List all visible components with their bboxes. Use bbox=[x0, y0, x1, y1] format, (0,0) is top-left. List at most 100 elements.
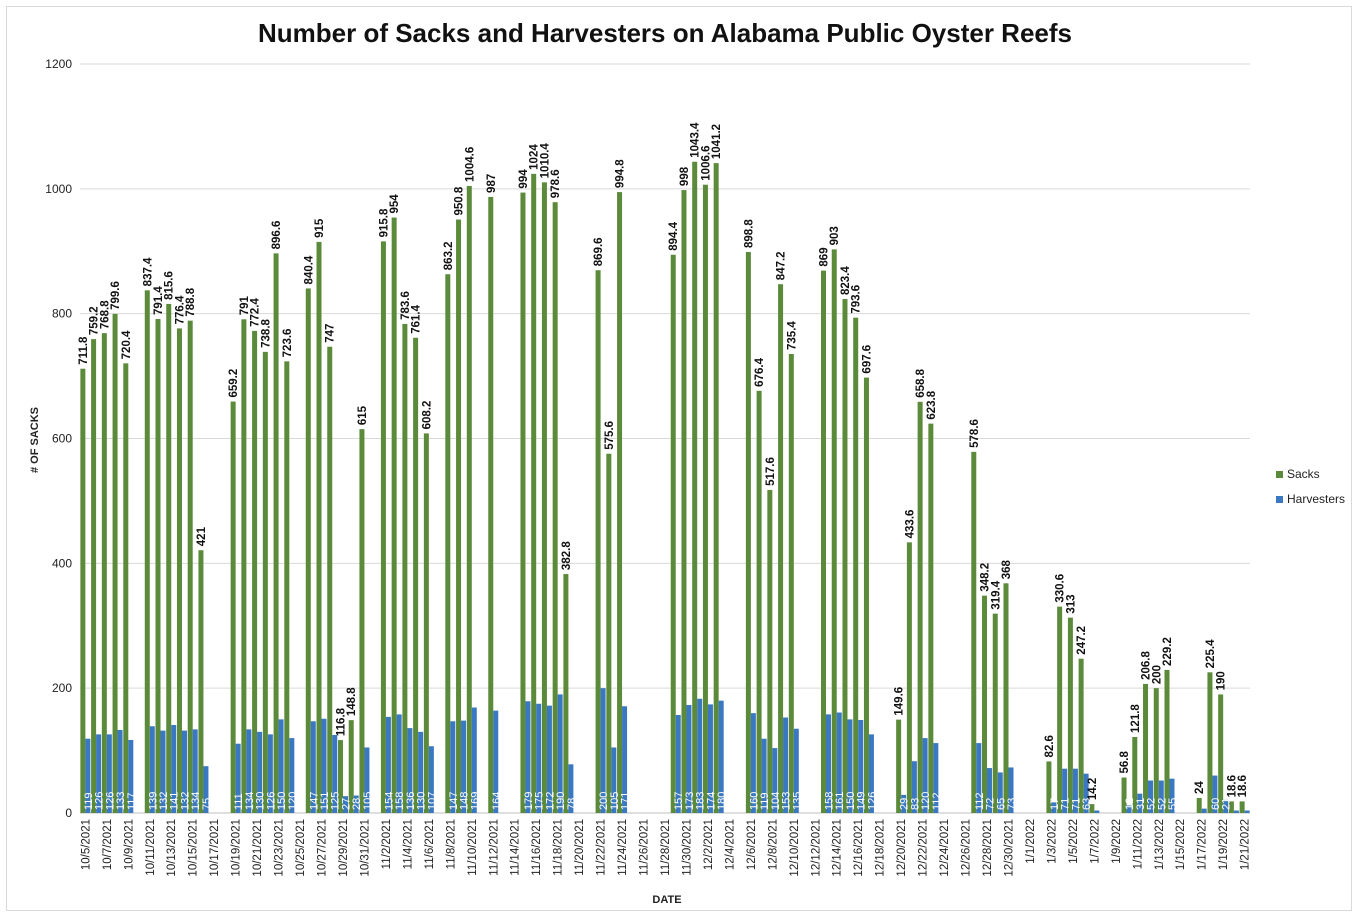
bar-sacks bbox=[1078, 658, 1084, 813]
value-label-sacks: 747 bbox=[325, 324, 337, 343]
x-tick-label: 12/6/2021 bbox=[746, 819, 758, 870]
bar-harvesters bbox=[1051, 802, 1057, 813]
bar-sacks bbox=[1228, 801, 1234, 813]
x-tick-label: 11/30/2021 bbox=[681, 819, 693, 876]
bar-sacks bbox=[423, 433, 429, 813]
bar-sacks bbox=[1196, 798, 1202, 813]
value-label-sacks: 840.4 bbox=[303, 255, 315, 284]
x-tick-label: 12/22/2021 bbox=[918, 819, 930, 877]
legend-item-sacks: Sacks bbox=[1276, 467, 1320, 481]
legend-label-sacks: Sacks bbox=[1287, 467, 1320, 481]
x-tick-label: 1/3/2022 bbox=[1046, 819, 1058, 864]
value-label-harvesters: 17 bbox=[1049, 798, 1061, 810]
bar-harvesters bbox=[1223, 799, 1229, 813]
bar-sacks bbox=[80, 368, 86, 813]
bar-harvesters bbox=[858, 719, 864, 813]
bar-harvesters bbox=[1008, 767, 1014, 813]
value-label-harvesters: 120 bbox=[287, 792, 299, 810]
value-label-sacks: 759.2 bbox=[89, 306, 101, 335]
bar-harvesters bbox=[611, 747, 617, 813]
bar-harvesters bbox=[396, 714, 402, 813]
bar-harvesters bbox=[557, 694, 563, 813]
value-label-sacks: 225.4 bbox=[1205, 639, 1217, 668]
bar-harvesters bbox=[289, 738, 295, 813]
bar-harvesters bbox=[181, 730, 187, 813]
value-label-sacks: 1041.2 bbox=[711, 124, 723, 159]
value-label-sacks: 623.8 bbox=[926, 390, 938, 419]
bar-harvesters bbox=[257, 731, 263, 813]
value-label-harvesters: 125 bbox=[330, 792, 342, 810]
value-label-harvesters: 119 bbox=[759, 792, 771, 810]
bar-sacks bbox=[767, 489, 773, 813]
value-label-sacks: 247.2 bbox=[1076, 626, 1088, 655]
value-label-sacks: 898.8 bbox=[743, 219, 755, 248]
bar-harvesters bbox=[1083, 773, 1089, 813]
x-tick-label: 11/14/2021 bbox=[510, 819, 522, 876]
x-tick-label: 1/9/2022 bbox=[1111, 819, 1123, 864]
bar-harvesters bbox=[235, 743, 241, 813]
bar-harvesters bbox=[536, 703, 542, 813]
value-label-sacks: 368 bbox=[1001, 560, 1013, 580]
value-label-sacks: 793.6 bbox=[851, 285, 863, 314]
x-tick-label: 1/13/2022 bbox=[1154, 819, 1166, 870]
value-label-harvesters: 133 bbox=[115, 792, 127, 810]
value-label-harvesters: 21 bbox=[1221, 798, 1233, 810]
bar-sacks bbox=[863, 377, 869, 813]
value-label-sacks: 950.8 bbox=[454, 186, 466, 215]
bar-harvesters bbox=[353, 795, 359, 813]
value-label-harvesters: 164 bbox=[491, 792, 503, 810]
value-label-sacks: 815.6 bbox=[164, 271, 176, 300]
value-label-harvesters: 150 bbox=[276, 792, 288, 810]
x-tick-label: 12/20/2021 bbox=[896, 819, 908, 877]
bar-sacks bbox=[187, 320, 193, 813]
bar-sacks bbox=[252, 330, 258, 813]
value-labels: 711.8 119 759.2 126 768.8 126 799.6 133 720.4 117… bbox=[78, 122, 1249, 810]
x-tick-label: 12/24/2021 bbox=[939, 819, 951, 877]
bar-sacks bbox=[1003, 583, 1009, 813]
bar-sacks bbox=[681, 190, 687, 813]
bar-harvesters bbox=[568, 764, 574, 813]
value-label-sacks: 869.6 bbox=[593, 237, 605, 266]
bar-harvesters bbox=[1148, 780, 1154, 813]
value-label-harvesters: 169 bbox=[469, 792, 481, 810]
bar-sacks bbox=[327, 346, 333, 813]
value-label-harvesters: 111 bbox=[233, 793, 245, 810]
bar-sacks bbox=[305, 288, 311, 814]
bar-sacks bbox=[756, 390, 762, 813]
x-tick-label: 10/15/2021 bbox=[188, 819, 200, 877]
value-label-harvesters: 134 bbox=[244, 792, 256, 810]
bar-harvesters bbox=[1212, 775, 1218, 813]
bar-sacks bbox=[713, 163, 719, 813]
x-tick-label: 11/16/2021 bbox=[531, 819, 543, 876]
value-label-harvesters: 65 bbox=[995, 798, 1007, 810]
value-label-harvesters: 132 bbox=[158, 792, 170, 810]
bar-sacks bbox=[273, 253, 279, 813]
value-label-harvesters: 29 bbox=[899, 798, 911, 810]
bar-harvesters bbox=[847, 719, 853, 813]
bar-sacks bbox=[123, 363, 129, 813]
bar-harvesters bbox=[718, 700, 724, 813]
bar-harvesters bbox=[772, 748, 778, 813]
bar-sacks bbox=[1164, 669, 1170, 813]
bar-harvesters bbox=[96, 734, 102, 813]
value-label-harvesters: 60 bbox=[1210, 798, 1222, 810]
bar-harvesters bbox=[933, 743, 939, 813]
value-label-harvesters: 173 bbox=[684, 792, 696, 810]
bar-sacks bbox=[992, 613, 998, 813]
x-tick-label: 10/9/2021 bbox=[123, 819, 135, 870]
value-label-sacks: 994 bbox=[518, 169, 530, 189]
bar-harvesters bbox=[1126, 805, 1132, 813]
value-label-harvesters: 130 bbox=[416, 792, 428, 810]
value-label-sacks: 998 bbox=[679, 166, 691, 186]
value-label-harvesters: 139 bbox=[147, 792, 159, 810]
bar-harvesters bbox=[976, 743, 982, 813]
value-label-harvesters: 63 bbox=[1081, 798, 1093, 810]
value-label-sacks: 658.8 bbox=[915, 368, 927, 397]
bar-sacks bbox=[1239, 801, 1245, 813]
bar-sacks bbox=[445, 274, 451, 813]
value-label-harvesters: 28 bbox=[351, 798, 363, 810]
value-label-sacks: 421 bbox=[196, 526, 208, 546]
value-label-sacks: 896.6 bbox=[271, 221, 283, 250]
legend-label-harvesters: Harvesters bbox=[1287, 492, 1346, 506]
bar-harvesters bbox=[1169, 778, 1175, 813]
